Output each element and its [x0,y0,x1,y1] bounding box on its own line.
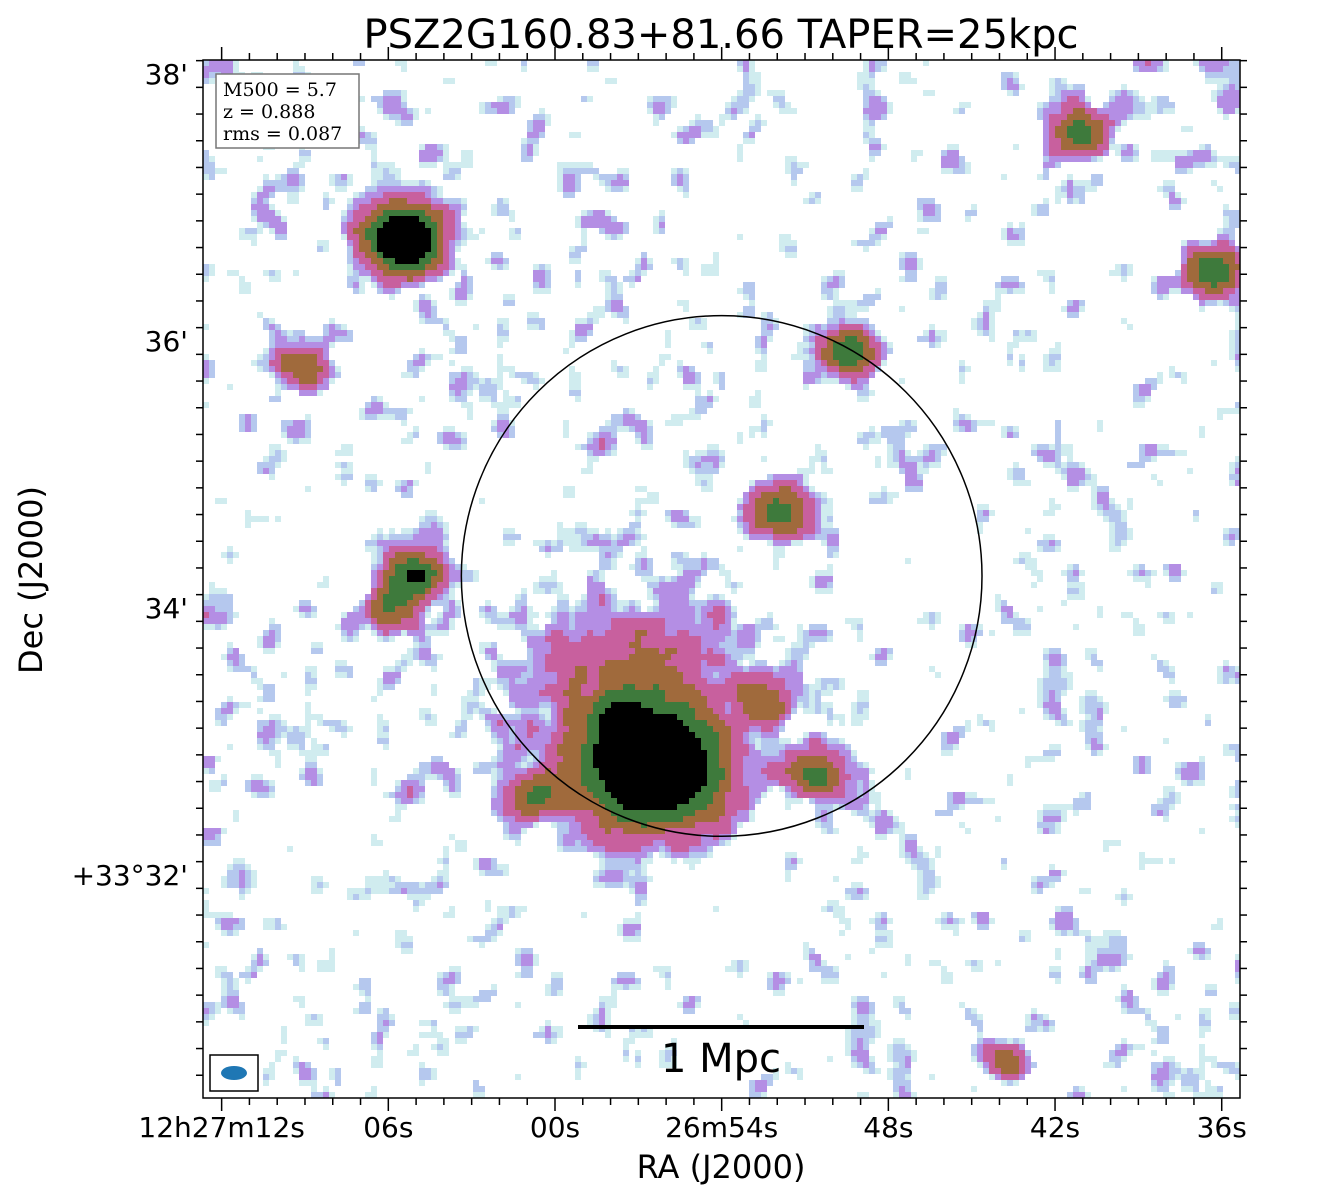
axis-ticks [196,47,1247,1111]
info-box: M500 = 5.7 z = 0.888 rms = 0.087 [215,73,360,149]
x-tick-label: 12h27m12s [138,1111,305,1144]
x-tick-label: 06s [363,1111,413,1144]
scale-bar-label: 1 Mpc [661,1036,781,1082]
x-axis-label: RA (J2000) [637,1148,806,1186]
x-tick-labels: 12h27m12s 06s 00s 26m54s 48s 42s 36s [138,1111,1246,1144]
y-tick-label: +33°32' [72,859,188,892]
x-tick-label: 36s [1197,1111,1247,1144]
info-redshift: z = 0.888 [223,101,315,123]
y-tick-label: 36' [145,325,188,358]
info-rms: rms = 0.087 [223,123,342,145]
scale-bar: 1 Mpc [578,1025,864,1082]
y-tick-labels: 38' 36' 34' +33°32' [72,58,188,892]
y-tick-label: 38' [145,58,188,91]
radio-intensity-heatmap [203,60,1240,1098]
x-tick-label: 42s [1030,1111,1080,1144]
plot-area [203,60,1240,1098]
x-tick-label: 00s [530,1111,580,1144]
info-m500: M500 = 5.7 [223,79,337,101]
y-axis-label: Dec (J2000) [12,486,50,674]
cluster-r500-circle [460,314,983,838]
beam-box [209,1054,259,1092]
x-tick-label: 26m54s [665,1111,778,1144]
beam-ellipse [221,1066,247,1080]
x-tick-label: 48s [863,1111,913,1144]
y-tick-label: 34' [145,592,188,625]
